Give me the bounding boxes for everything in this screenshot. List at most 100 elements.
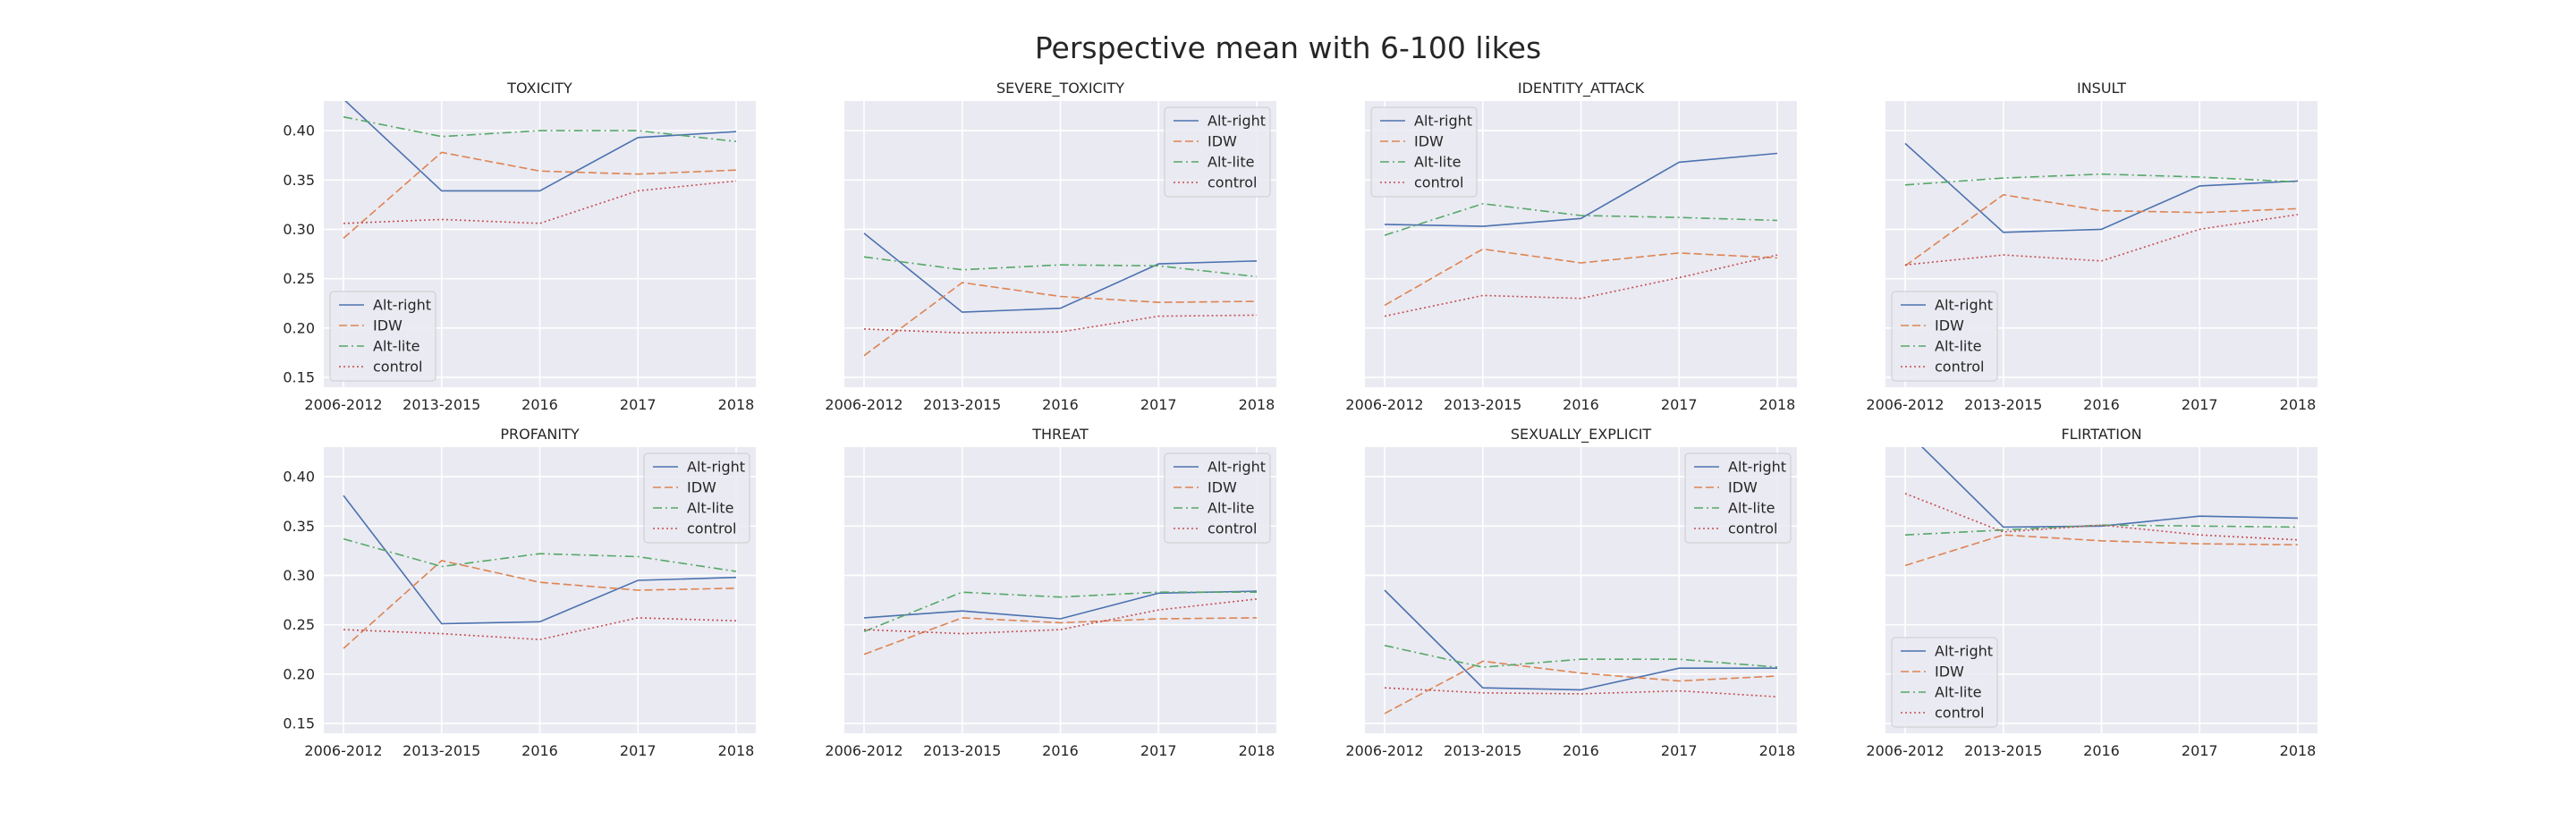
series-lines xyxy=(1384,152,1778,317)
y-tick-label: 0.35 xyxy=(283,518,315,535)
legend-label-alt-right: Alt-right xyxy=(687,459,745,476)
legend-label-alt-right: Alt-right xyxy=(1935,643,1993,660)
x-tick-label: 2016 xyxy=(2083,396,2120,413)
legend-box xyxy=(1684,452,1792,544)
x-tick-label: 2017 xyxy=(2182,742,2218,759)
series-line-control xyxy=(1384,687,1778,698)
x-tick-label: 2013-2015 xyxy=(402,396,480,413)
y-tick-label: 0.35 xyxy=(283,172,315,189)
x-tick-label: 2006-2012 xyxy=(825,742,902,759)
legend-label-control: control xyxy=(1414,174,1463,191)
series-lines xyxy=(1904,447,2299,567)
legend-label-control: control xyxy=(1208,520,1257,537)
series-line-idw xyxy=(863,282,1258,357)
x-tick-label: 2018 xyxy=(718,396,755,413)
legend: Alt-right IDW Alt-lite control xyxy=(1164,106,1271,198)
y-tick-label: 0.25 xyxy=(283,616,315,633)
series-line-alt-lite xyxy=(1384,202,1778,236)
x-tick-label: 2006-2012 xyxy=(304,742,382,759)
series-line-idw xyxy=(343,151,737,240)
legend-label-control: control xyxy=(1935,705,1984,722)
x-tick-label: 2018 xyxy=(1239,742,1275,759)
x-tick-label: 2016 xyxy=(1563,742,1599,759)
legend-label-alt-right: Alt-right xyxy=(1728,459,1786,476)
legend-label-alt-lite: Alt-lite xyxy=(1935,684,1981,701)
x-tick-label: 2017 xyxy=(620,396,657,413)
series-line-alt-lite xyxy=(343,537,737,572)
series-line-control xyxy=(1904,214,2299,266)
legend-label-alt-right: Alt-right xyxy=(1208,113,1266,130)
x-tick-label: 2018 xyxy=(2280,742,2317,759)
subplot-title: FLIRTATION xyxy=(2061,426,2141,443)
x-tick-label: 2018 xyxy=(718,742,755,759)
legend-label-control: control xyxy=(687,520,736,537)
legend-label-alt-lite: Alt-lite xyxy=(373,338,419,355)
legend-label-idw: IDW xyxy=(1208,133,1237,150)
x-tick-label: 2006-2012 xyxy=(825,396,902,413)
subplot-insult: INSULT 2006-2012 2013-2015 2016 2017 2018 Alt-… xyxy=(1866,80,2318,413)
legend: Alt-right IDW Alt-lite control xyxy=(329,291,436,382)
x-tick-label: 2006-2012 xyxy=(1345,396,1423,413)
y-tick-label: 0.40 xyxy=(283,123,315,140)
legend-label-alt-lite: Alt-lite xyxy=(1935,338,1981,355)
legend-label-idw: IDW xyxy=(1208,479,1237,496)
series-line-idw xyxy=(1904,534,2299,567)
series-line-alt-lite xyxy=(1904,524,2299,536)
legend-box xyxy=(1891,291,1998,382)
series-lines xyxy=(1384,589,1778,714)
series-line-idw xyxy=(1384,248,1778,307)
series-line-alt-right xyxy=(1384,152,1778,227)
subplot-title: THREAT xyxy=(1031,426,1089,443)
y-tick-label: 0.20 xyxy=(283,665,315,682)
legend-label-idw: IDW xyxy=(1935,317,1964,334)
x-tick-label: 2016 xyxy=(1042,742,1079,759)
subplot-profanity: PROFANITY 2006-2012 2013-2015 2016 2017 2018 0… xyxy=(283,426,756,759)
x-tick-label: 2017 xyxy=(1140,742,1177,759)
legend-box xyxy=(329,291,436,382)
legend: Alt-right IDW Alt-lite control xyxy=(1891,291,1998,382)
subplot-toxicity: TOXICITY 2006-2012 2013-2015 2016 2017 2018 0.… xyxy=(283,80,756,413)
series-line-alt-lite xyxy=(1904,173,2299,186)
legend-label-alt-right: Alt-right xyxy=(1208,459,1266,476)
series-line-idw xyxy=(1384,660,1778,714)
figure-title: Perspective mean with 6-100 likes xyxy=(1034,30,1542,65)
series-line-control xyxy=(1384,254,1778,317)
x-tick-label: 2006-2012 xyxy=(1866,396,1944,413)
y-tick-label: 0.40 xyxy=(283,469,315,486)
legend-label-control: control xyxy=(1208,174,1257,191)
subplot-sexually-explicit: SEXUALLY_EXPLICIT 2006-2012 2013-2015 2016 2… xyxy=(1345,426,1797,759)
x-tick-label: 2006-2012 xyxy=(1345,742,1423,759)
subplot-title: SEVERE_TOXICITY xyxy=(996,80,1124,97)
series-lines xyxy=(343,495,737,649)
subplot-title: TOXICITY xyxy=(506,80,572,97)
legend-box xyxy=(1370,106,1478,198)
y-tick-label: 0.20 xyxy=(283,319,315,336)
y-tick-label: 0.25 xyxy=(283,270,315,287)
series-line-alt-lite xyxy=(343,115,737,142)
x-tick-label: 2017 xyxy=(1661,396,1698,413)
legend-box xyxy=(1164,452,1271,544)
legend-label-alt-right: Alt-right xyxy=(373,297,431,314)
legend-box xyxy=(643,452,750,544)
subplot-flirtation: FLIRTATION 2006-2012 2013-2015 2016 2017 2018… xyxy=(1866,426,2318,759)
x-tick-label: 2016 xyxy=(521,742,558,759)
legend-label-alt-right: Alt-right xyxy=(1414,113,1472,130)
legend-label-alt-lite: Alt-lite xyxy=(1208,154,1254,171)
series-line-alt-right xyxy=(344,101,737,192)
x-tick-label: 2018 xyxy=(1759,396,1796,413)
y-tick-label: 0.30 xyxy=(283,221,315,238)
y-tick-label: 0.15 xyxy=(283,368,315,385)
series-line-alt-right xyxy=(1904,142,2299,233)
legend-label-alt-lite: Alt-lite xyxy=(1414,154,1461,171)
legend-box xyxy=(1891,637,1998,728)
subplot-title: INSULT xyxy=(2077,80,2126,97)
series-line-alt-right xyxy=(1920,447,2299,528)
series-line-idw xyxy=(343,560,737,649)
x-tick-label: 2013-2015 xyxy=(402,742,480,759)
legend: Alt-right IDW Alt-lite control xyxy=(1370,106,1478,198)
legend-label-idw: IDW xyxy=(1935,664,1964,681)
legend-label-idw: IDW xyxy=(687,479,716,496)
x-tick-label: 2016 xyxy=(1042,396,1079,413)
subplot-title: SEXUALLY_EXPLICIT xyxy=(1511,426,1652,444)
